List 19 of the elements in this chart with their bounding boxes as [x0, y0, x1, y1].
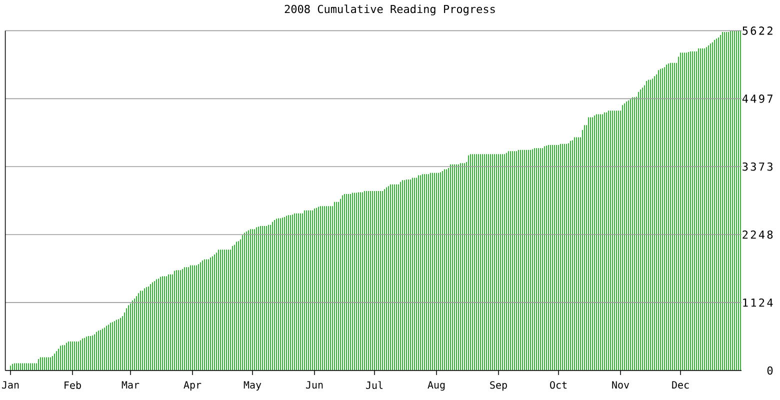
- x-tick-label: Aug: [428, 381, 445, 391]
- x-tick-label: Nov: [612, 381, 630, 389]
- y-tick-label: 2248: [742, 230, 773, 239]
- x-tick-label: Apr: [184, 381, 202, 391]
- y-tick-label: 3373: [742, 162, 772, 171]
- y-tick-label: 5622: [742, 26, 772, 35]
- x-tick-label: Oct: [550, 381, 567, 389]
- x-tick-label: Jul: [366, 381, 383, 389]
- x-tick-label: Sep: [490, 381, 507, 391]
- x-tick-label: Mar: [122, 381, 140, 389]
- x-tick-label: May: [244, 381, 262, 391]
- y-tick-label: 1124: [743, 298, 773, 307]
- y-tick-label: 4497: [742, 94, 772, 103]
- x-tick-label: Dec: [672, 381, 689, 389]
- y-tick-label: 0: [767, 366, 773, 375]
- chart-title: 2008 Cumulative Reading Progress: [284, 4, 495, 16]
- x-tick-label: Jan: [2, 381, 19, 389]
- x-tick-label: Jun: [306, 381, 323, 389]
- x-tick-label: Feb: [64, 381, 81, 389]
